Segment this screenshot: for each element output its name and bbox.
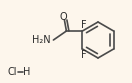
Text: Cl: Cl bbox=[8, 67, 18, 77]
Text: H: H bbox=[23, 67, 30, 77]
Text: O: O bbox=[60, 12, 67, 22]
Text: F: F bbox=[81, 20, 86, 30]
Text: F: F bbox=[81, 50, 86, 60]
Text: H₂N: H₂N bbox=[32, 35, 50, 45]
